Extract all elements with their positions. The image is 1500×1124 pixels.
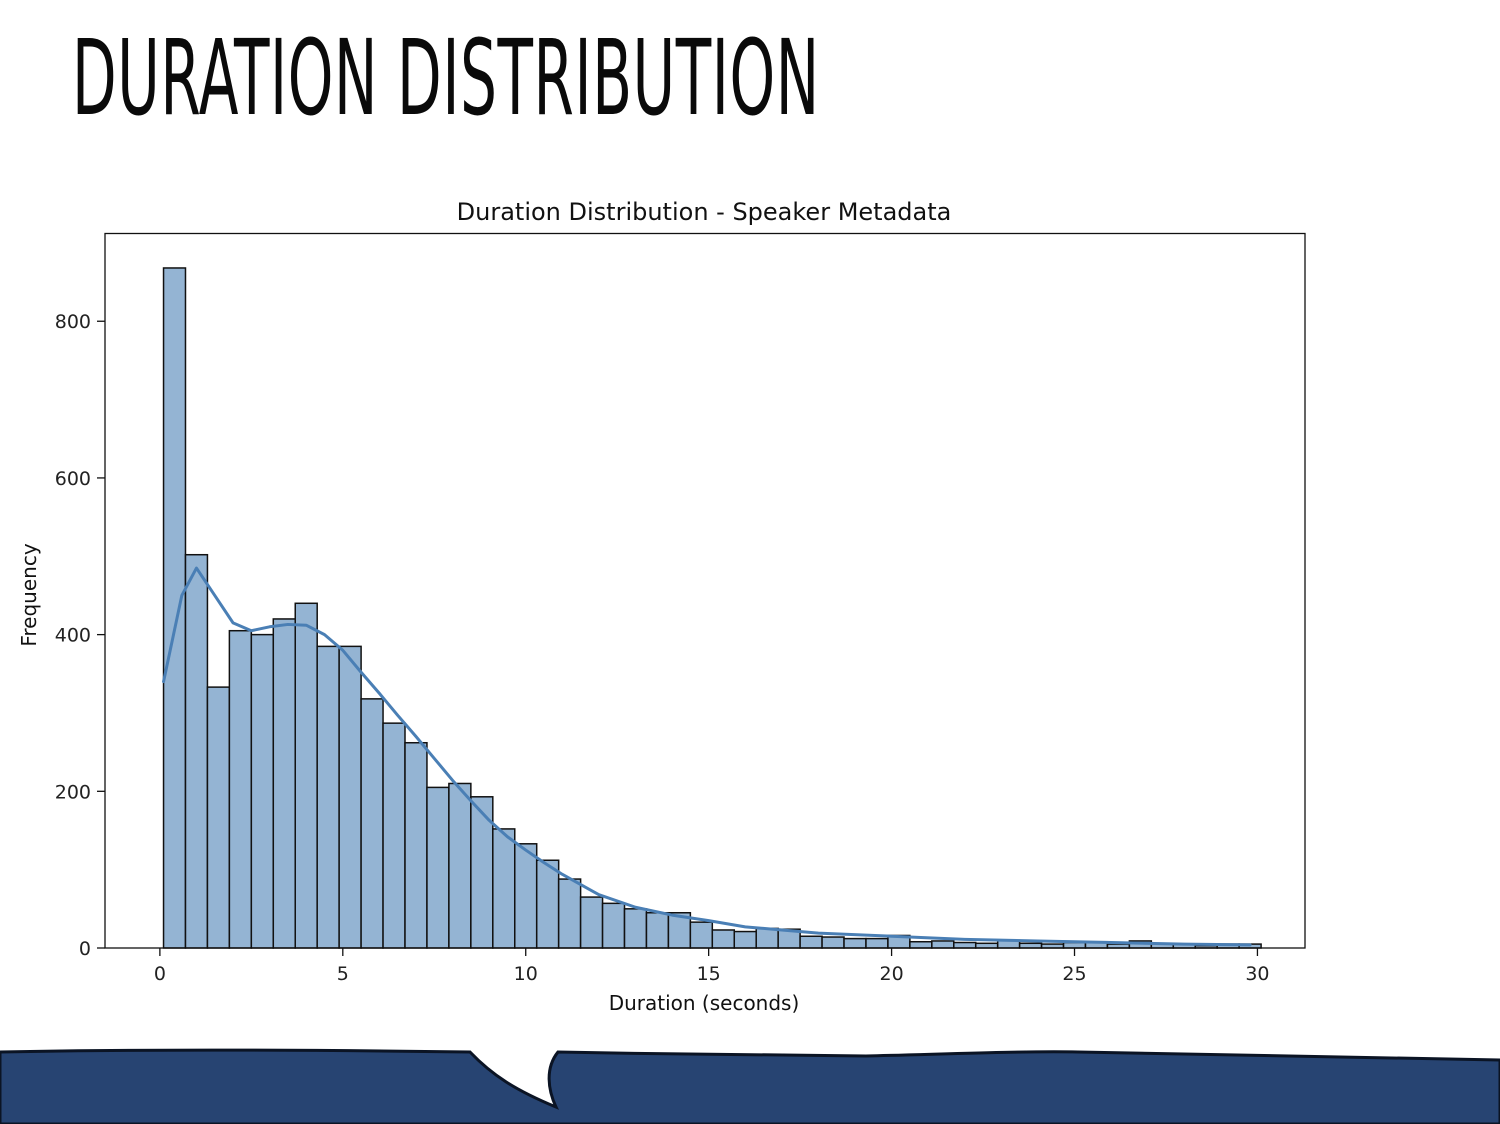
x-axis-label: Duration (seconds) [609, 991, 800, 1015]
plot-frame [104, 232, 1306, 949]
histogram-bar [184, 553, 209, 949]
histogram-bar [974, 942, 999, 949]
histogram-bar [382, 722, 406, 949]
histogram-bar [316, 645, 340, 949]
histogram-bar [294, 602, 318, 949]
kde-curve [162, 566, 1252, 947]
histogram-bar [535, 859, 560, 949]
histogram-bar [733, 930, 757, 949]
histogram-bar [360, 698, 384, 949]
histogram-bar [755, 927, 779, 949]
histogram-bar [579, 896, 604, 949]
histogram-bar [338, 645, 362, 949]
histogram-bar [953, 941, 977, 949]
histogram-bar [689, 921, 714, 949]
histogram-bar [206, 686, 231, 949]
y-tick-label: 600 [55, 468, 91, 490]
x-tick-label: 10 [514, 963, 538, 985]
histogram-bar [601, 902, 626, 949]
histogram-bar [821, 936, 845, 949]
histogram-bar [426, 786, 450, 949]
x-tick-label: 25 [1062, 963, 1086, 985]
histogram-bar [162, 267, 187, 949]
y-axis-label: Frequency [17, 543, 41, 646]
y-tick-label: 800 [55, 311, 91, 333]
x-tick-label: 20 [879, 963, 903, 985]
histogram-bar [557, 878, 582, 949]
y-tick-label: 400 [55, 625, 91, 647]
bottom-banner [0, 1048, 1500, 1124]
histogram-bar [404, 741, 428, 949]
chart-title: Duration Distribution - Speaker Metadata [457, 198, 952, 226]
x-axis-ticks: 0 5 10 15 20 25 30 [154, 948, 1270, 985]
y-tick-label: 200 [55, 781, 91, 803]
histogram-bar [272, 618, 296, 949]
histogram-bar [909, 940, 933, 949]
histogram-bar [799, 935, 823, 949]
histogram-bar [228, 629, 253, 949]
histogram-bar [623, 908, 648, 949]
x-tick-label: 30 [1245, 963, 1269, 985]
histogram-bar [865, 937, 889, 949]
histogram-bar [1018, 942, 1043, 949]
y-axis-ticks: 0 200 400 600 800 [55, 311, 105, 960]
bars-group [162, 267, 1262, 949]
histogram-bar [514, 843, 538, 949]
histogram-bar [645, 911, 670, 949]
histogram-bar [448, 782, 472, 949]
histogram-bar [492, 828, 516, 949]
histogram-bar [843, 937, 867, 949]
x-tick-label: 15 [697, 963, 721, 985]
y-tick-label: 0 [79, 938, 91, 960]
slide-title: DURATION DISTRIBUTION [72, 17, 820, 139]
x-tick-label: 5 [337, 963, 349, 985]
x-tick-label: 0 [154, 963, 166, 985]
histogram-bar [931, 940, 955, 949]
histogram-bar [711, 929, 736, 949]
histogram-bar [250, 633, 275, 949]
